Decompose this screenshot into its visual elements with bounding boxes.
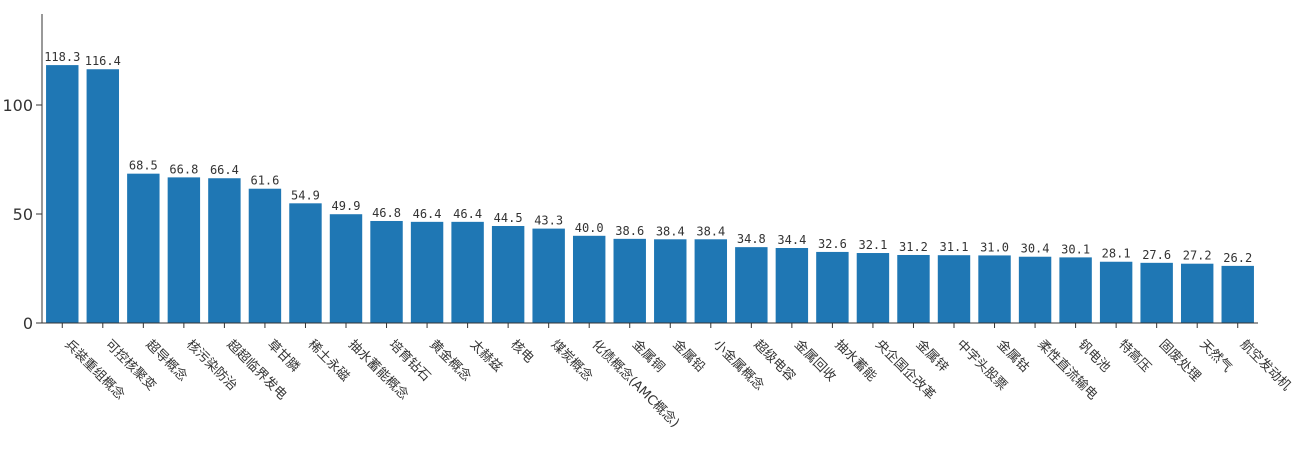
data-label: 118.3 bbox=[44, 50, 80, 64]
bar bbox=[248, 188, 282, 323]
bar bbox=[694, 239, 728, 323]
bar bbox=[1180, 263, 1214, 323]
x-tick-label: 黄金概念 bbox=[426, 337, 474, 385]
bar bbox=[127, 173, 160, 323]
x-tick-label: 太赫兹 bbox=[467, 337, 505, 375]
data-label: 49.9 bbox=[332, 199, 361, 213]
bar bbox=[816, 251, 849, 323]
bar bbox=[46, 65, 79, 323]
data-label: 38.4 bbox=[696, 224, 725, 238]
data-label: 116.4 bbox=[85, 54, 121, 68]
bars-group bbox=[46, 65, 1254, 323]
data-label: 31.0 bbox=[980, 240, 1009, 254]
x-tick-label: 金属钴 bbox=[994, 337, 1033, 376]
data-label: 54.9 bbox=[291, 188, 320, 202]
x-tick-label: 固废处理 bbox=[1156, 337, 1204, 385]
x-tick-label: 金属铜 bbox=[629, 337, 668, 376]
bar bbox=[329, 214, 363, 323]
y-tick-label: 50 bbox=[13, 205, 33, 224]
data-label: 32.1 bbox=[858, 238, 887, 252]
data-label: 46.4 bbox=[413, 207, 442, 221]
bar bbox=[208, 178, 241, 323]
bar bbox=[451, 221, 484, 323]
bar bbox=[775, 248, 809, 323]
x-tick-label: 金属回收 bbox=[791, 337, 839, 385]
data-label: 28.1 bbox=[1102, 247, 1131, 261]
bar bbox=[1018, 256, 1052, 323]
data-label: 61.6 bbox=[250, 174, 279, 188]
y-axis: 0 50 100 bbox=[2, 14, 43, 333]
bar bbox=[289, 203, 322, 323]
data-label: 38.4 bbox=[656, 224, 685, 238]
bar bbox=[86, 69, 120, 323]
bar bbox=[167, 177, 201, 323]
bar bbox=[1221, 265, 1254, 323]
y-tick-label: 100 bbox=[2, 96, 33, 115]
data-label: 38.6 bbox=[615, 224, 644, 238]
x-tick-label: 核电 bbox=[507, 337, 536, 366]
data-label: 30.1 bbox=[1061, 242, 1090, 256]
x-tick-label: 煤炭概念 bbox=[548, 337, 596, 385]
data-label: 26.2 bbox=[1223, 251, 1252, 265]
data-label: 30.4 bbox=[1021, 242, 1050, 256]
data-label: 34.4 bbox=[777, 233, 806, 247]
bar bbox=[1140, 262, 1173, 323]
bar bbox=[654, 239, 687, 323]
x-tick-label: 抽水蓄能 bbox=[832, 337, 879, 384]
data-label: 34.8 bbox=[737, 232, 766, 246]
data-label: 66.4 bbox=[210, 163, 239, 177]
data-label: 27.2 bbox=[1183, 249, 1212, 263]
x-tick-label: 航空发动机 bbox=[1237, 337, 1294, 394]
data-label: 31.2 bbox=[899, 240, 928, 254]
bar bbox=[856, 253, 890, 323]
data-label: 46.4 bbox=[453, 207, 482, 221]
x-tick-label: 金属锌 bbox=[913, 337, 952, 376]
bar bbox=[978, 255, 1011, 323]
bar bbox=[491, 225, 525, 323]
data-label: 43.3 bbox=[534, 214, 563, 228]
bar bbox=[370, 220, 403, 323]
bar bbox=[532, 228, 565, 323]
x-tick-label: 草甘膦 bbox=[264, 337, 302, 375]
bar bbox=[735, 247, 768, 323]
bar bbox=[937, 255, 971, 323]
x-tick-label: 钒电池 bbox=[1075, 337, 1113, 375]
data-label: 44.5 bbox=[494, 211, 523, 225]
bar bbox=[410, 221, 444, 323]
bar bbox=[1059, 257, 1092, 323]
data-label: 66.8 bbox=[169, 162, 198, 176]
bar bbox=[572, 235, 606, 323]
value-labels-group: 118.3 116.4 68.5 66.8 66.4 61.6 54.9 49.9 46.8 46… bbox=[44, 50, 1252, 265]
x-tick-label: 金属铅 bbox=[669, 337, 708, 376]
data-label: 68.5 bbox=[129, 159, 158, 173]
data-label: 31.1 bbox=[940, 240, 969, 254]
data-label: 27.6 bbox=[1142, 248, 1171, 262]
bar bbox=[1099, 261, 1133, 323]
bar bbox=[613, 238, 646, 323]
data-label: 32.6 bbox=[818, 237, 847, 251]
y-tick-label: 0 bbox=[23, 314, 33, 333]
bar bbox=[897, 254, 930, 323]
data-label: 46.8 bbox=[372, 206, 401, 220]
data-label: 40.0 bbox=[575, 221, 604, 235]
x-tick-label: 稀土永磁 bbox=[305, 337, 352, 384]
x-tick-label: 特高压 bbox=[1115, 337, 1154, 376]
x-tick-label: 天然气 bbox=[1196, 337, 1235, 376]
